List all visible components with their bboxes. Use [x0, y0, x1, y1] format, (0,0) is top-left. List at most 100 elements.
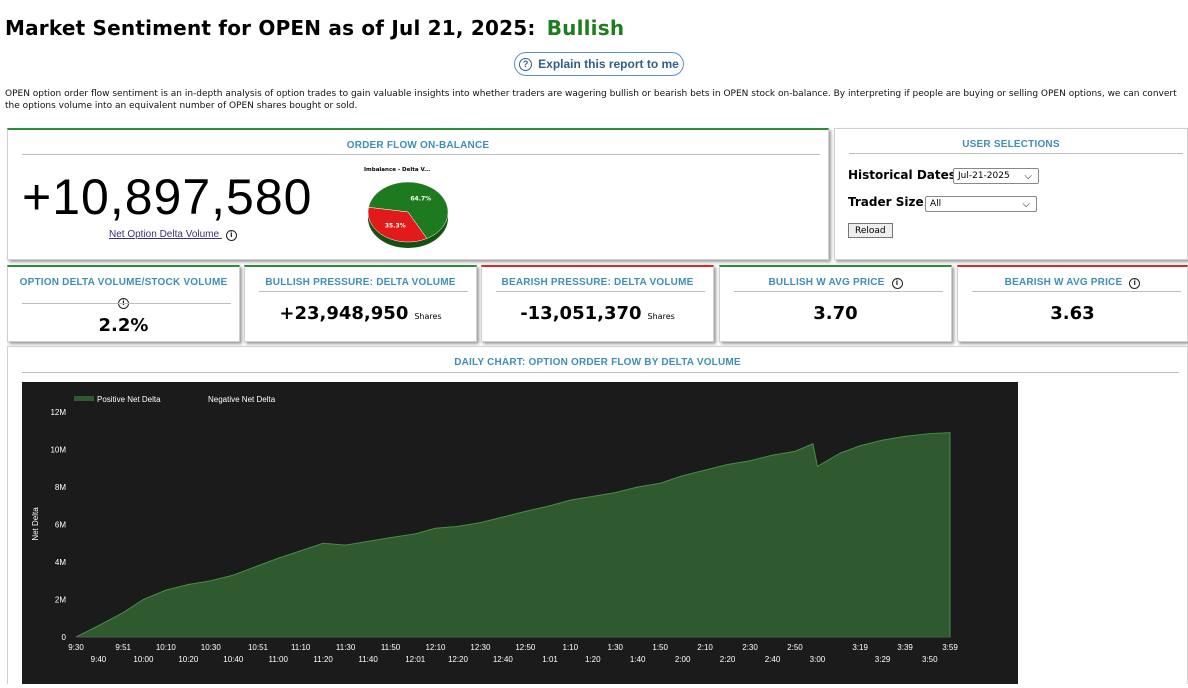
x-tick-label: 12:50	[515, 643, 536, 652]
info-icon[interactable]: i	[225, 229, 237, 241]
stat-header-row: BULLISH W AVG PRICE i	[720, 277, 951, 289]
stat-unit: Shares	[647, 312, 675, 321]
divider	[972, 291, 1181, 292]
historical-dates-value: Jul-21-2025	[958, 171, 1010, 181]
stat-value: +23,948,950	[279, 303, 409, 324]
x-tick-label: 11:20	[313, 655, 333, 664]
x-tick-label: 3:59	[942, 643, 958, 652]
page-title: Market Sentiment for OPEN as of Jul 21, …	[5, 16, 624, 40]
divider	[22, 303, 231, 304]
y-tick-label: 6M	[55, 521, 66, 530]
x-tick-label: 2:30	[742, 643, 758, 652]
divider	[734, 291, 943, 292]
x-tick-label: 3:29	[875, 655, 891, 664]
user-selections-header: USER SELECTIONS	[962, 139, 1060, 150]
x-tick-label: 11:30	[336, 643, 356, 652]
positive-delta-area	[75, 432, 951, 638]
x-tick-label: 10:51	[248, 643, 269, 652]
pie-slice	[368, 181, 449, 239]
stat-header-row: BEARISH W AVG PRICE i	[958, 277, 1187, 289]
question-icon: ?	[519, 57, 533, 71]
divider	[22, 372, 1179, 373]
stat-card-bullish-avg-price: BULLISH W AVG PRICE i 3.70	[719, 265, 952, 342]
x-tick-label: 3:39	[897, 643, 913, 652]
chevron-down-icon: ⌵	[1022, 199, 1030, 210]
stat-card-bullish-pressure: BULLISH PRESSURE: DELTA VOLUME +23,948,9…	[244, 265, 477, 342]
trader-size-value: All	[930, 199, 942, 209]
x-tick-label: 12:30	[470, 643, 491, 652]
x-tick-label: 1:40	[630, 655, 646, 664]
y-tick-label: 0	[62, 633, 67, 642]
divider	[259, 291, 468, 292]
pie-slice-label: 64.7%	[410, 196, 431, 203]
trader-size-select[interactable]: All ⌵	[925, 196, 1037, 212]
y-tick-label: 2M	[55, 596, 66, 605]
info-icon[interactable]: i	[891, 277, 903, 289]
x-tick-label: 2:40	[765, 655, 781, 664]
x-tick-label: 1:20	[585, 655, 601, 664]
historical-dates-select[interactable]: Jul-21-2025 ⌵	[953, 168, 1039, 184]
x-tick-label: 12:20	[448, 655, 469, 664]
explain-button-label: Explain this report to me	[538, 57, 679, 71]
title-text: Market Sentiment for OPEN as of Jul 21, …	[5, 16, 536, 40]
x-tick-label: 1:30	[607, 643, 623, 652]
x-tick-label: 11:50	[381, 643, 401, 652]
pie-slice	[368, 207, 428, 243]
x-tick-label: 3:19	[852, 643, 868, 652]
explain-report-button[interactable]: ? Explain this report to me	[514, 52, 684, 76]
stat-header: BULLISH W AVG PRICE	[768, 277, 885, 288]
x-tick-label: 10:30	[201, 643, 222, 652]
x-tick-label: 12:10	[425, 643, 446, 652]
x-tick-label: 2:20	[720, 655, 736, 664]
divider	[22, 154, 820, 155]
stat-card-bearish-pressure: BEARISH PRESSURE: DELTA VOLUME -13,051,3…	[481, 265, 714, 342]
legend-swatch	[74, 396, 94, 401]
x-tick-label: 1:01	[542, 655, 558, 664]
x-tick-label: 10:40	[223, 655, 244, 664]
reload-button[interactable]: Reload	[848, 223, 893, 238]
pie-slice-label: 35.3%	[385, 222, 406, 229]
stat-header: BULLISH PRESSURE: DELTA VOLUME	[265, 277, 456, 288]
x-tick-label: 10:20	[178, 655, 199, 664]
x-tick-label: 10:10	[156, 643, 177, 652]
legend-label: Positive Net Delta	[97, 395, 161, 404]
daily-chart: Net Delta 0 2M 4M 6M 8M 10M 12M 9:30 9:51 10:10 10:…	[22, 382, 1018, 684]
sentiment-label: Bullish	[546, 16, 625, 40]
net-option-delta-link[interactable]: Net Option Delta Volume i	[109, 229, 237, 241]
x-tick-label: 11:10	[291, 643, 311, 652]
historical-dates-label: Historical Dates:	[848, 168, 961, 182]
order-flow-header: ORDER FLOW ON-BALANCE	[346, 140, 490, 151]
x-tick-label: 2:50	[787, 643, 803, 652]
x-tick-label: 3:50	[922, 655, 938, 664]
divider	[849, 153, 1183, 154]
x-tick-label: 1:50	[652, 643, 668, 652]
daily-chart-header: DAILY CHART: OPTION ORDER FLOW BY DELTA …	[454, 357, 741, 368]
x-tick-label: 10:00	[133, 655, 154, 664]
y-tick-label: 10M	[50, 446, 66, 455]
x-tick-label: 9:30	[68, 643, 84, 652]
stat-header: OPTION DELTA VOLUME/STOCK VOLUME	[19, 277, 228, 288]
legend-label: Negative Net Delta	[208, 395, 276, 404]
x-tick-label: 12:01	[405, 655, 426, 664]
chevron-down-icon: ⌵	[1024, 171, 1032, 182]
y-tick-label: 12M	[50, 408, 66, 417]
stat-card-bearish-avg-price: BEARISH W AVG PRICE i 3.63	[957, 265, 1188, 342]
info-icon[interactable]: i	[1129, 277, 1141, 289]
description-text: OPEN option order flow sentiment is an i…	[5, 89, 1177, 111]
stat-value-row: +23,948,950 Shares	[245, 303, 476, 324]
x-tick-label: 2:10	[697, 643, 713, 652]
divider	[496, 291, 705, 292]
stat-value: -13,051,370	[520, 303, 642, 324]
y-tick-label: 4M	[55, 558, 66, 567]
net-option-delta-label: Net Option Delta Volume	[109, 229, 220, 240]
trader-size-label: Trader Size:	[848, 195, 929, 209]
stat-value-row: -13,051,370 Shares	[482, 303, 713, 324]
stat-value: 3.70	[813, 303, 858, 324]
net-delta-value: +10,897,580	[22, 169, 313, 225]
stat-header: BEARISH PRESSURE: DELTA VOLUME	[501, 277, 694, 288]
x-tick-label: 12:40	[493, 655, 514, 664]
user-selections-card: USER SELECTIONS	[834, 128, 1188, 260]
stat-value: 3.63	[1050, 303, 1095, 324]
x-tick-label: 2:00	[675, 655, 691, 664]
